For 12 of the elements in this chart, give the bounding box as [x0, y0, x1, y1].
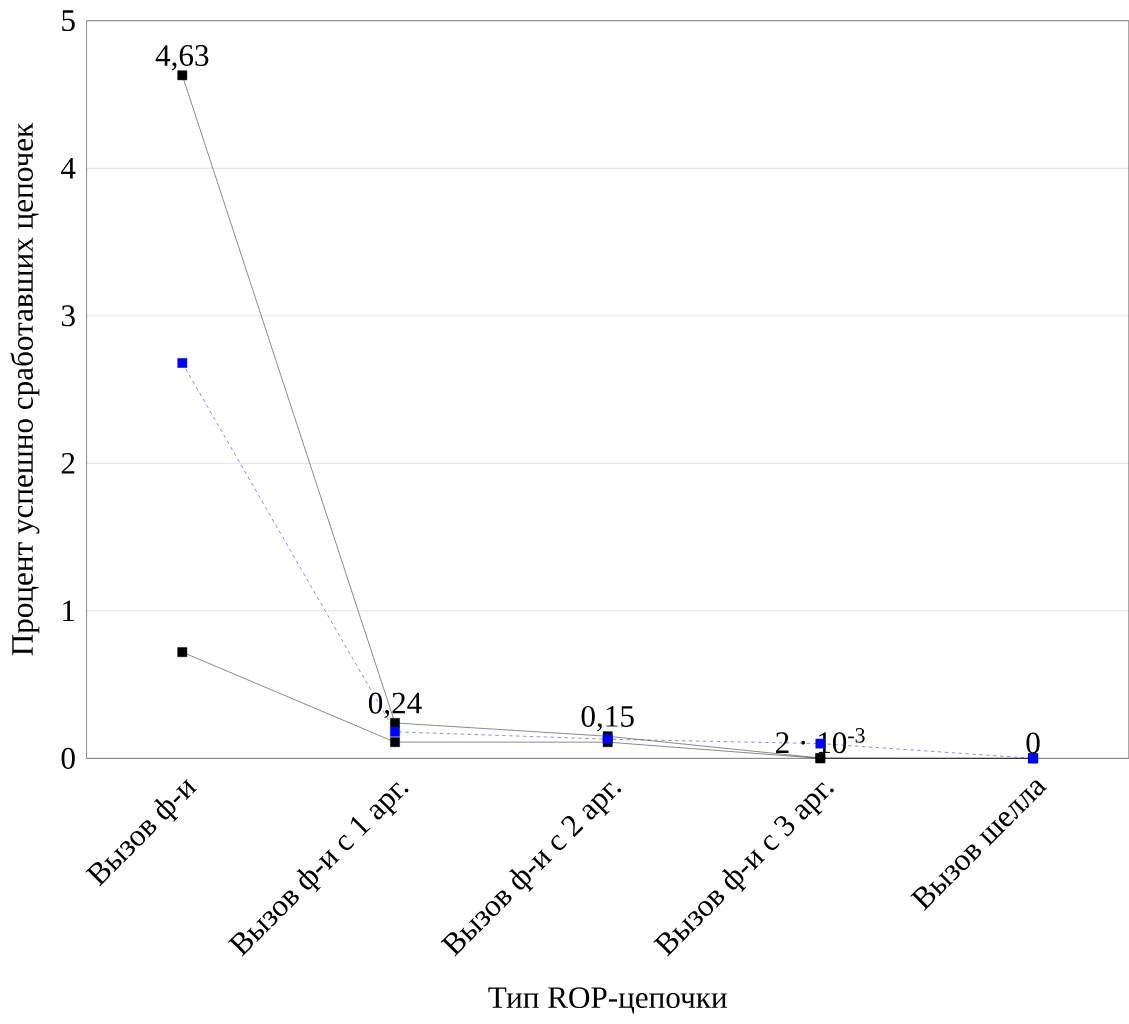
y-tick-label: 1 — [63, 600, 75, 622]
y-tick-label: 4 — [61, 157, 76, 179]
y-tick-label: 0 — [61, 747, 75, 769]
y-tick-label: 3 — [61, 305, 75, 327]
data-label: 4,63 — [155, 44, 209, 71]
y-tick-label: 5 — [62, 10, 75, 31]
data-label: 0 — [1026, 732, 1040, 754]
y-tick-label: 2 — [61, 452, 75, 474]
y-axis-title: Процент успешно сработавших цепочек — [10, 122, 40, 656]
data-label: 0,24 — [368, 692, 422, 719]
data-label: 0,15 — [581, 705, 634, 732]
x-axis-title: Тип ROP-цепочки — [488, 987, 727, 1014]
